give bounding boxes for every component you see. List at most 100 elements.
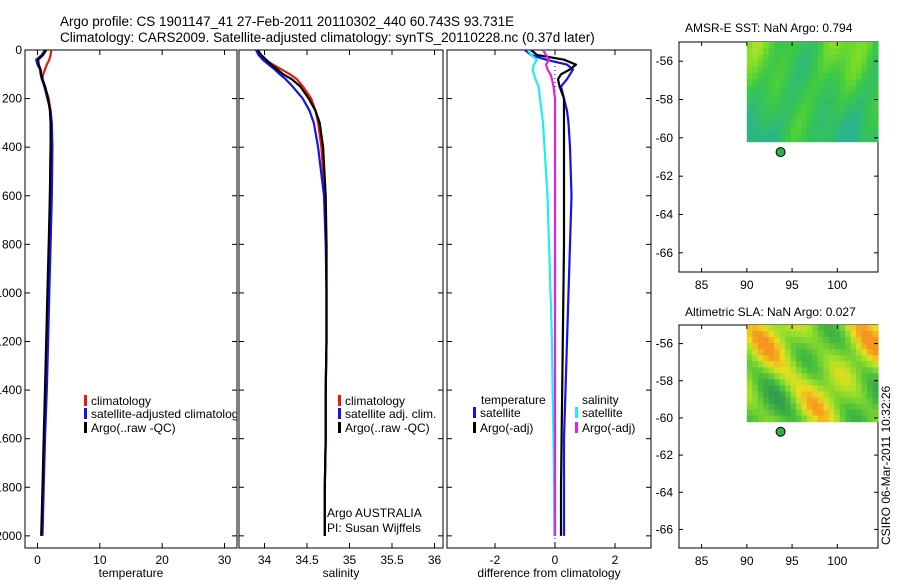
map-cell (785, 409, 792, 417)
map-cell (785, 129, 792, 136)
map-cell (872, 391, 879, 398)
map-cell (774, 415, 781, 423)
map-y-tick-label: -56 (656, 337, 674, 351)
map-cell (845, 129, 852, 136)
map-cell (757, 91, 764, 99)
map-cell (779, 409, 786, 417)
map-cell (746, 325, 753, 332)
map-cell (861, 104, 868, 112)
map-cell (856, 54, 863, 62)
map-cell (807, 110, 814, 118)
map-cell (861, 110, 868, 118)
map-cell (763, 79, 770, 87)
map-cell (839, 391, 846, 398)
map-cell (823, 129, 830, 136)
map-cell (845, 367, 852, 374)
map-cell (801, 110, 808, 118)
map-cell (867, 54, 874, 62)
x-tick-label: 0 (552, 553, 559, 567)
map-cell (850, 337, 857, 344)
map-x-tick-label: 90 (740, 278, 754, 292)
map-cell (774, 391, 781, 398)
map-cell (839, 123, 846, 130)
map-cell (796, 60, 803, 68)
map-cell (850, 135, 857, 143)
map-cell (790, 361, 797, 368)
map-y-tick-label: -60 (656, 411, 674, 425)
legend-entry-sal-argo: Argo(-adj) (582, 421, 635, 435)
map-cell (763, 331, 770, 338)
x-tick-label: 0 (34, 553, 41, 567)
map-cell (757, 98, 764, 105)
map-cell (872, 104, 879, 112)
map-cell (757, 361, 764, 368)
map-cell (828, 129, 835, 136)
legend-entry-temp-argo: Argo(-adj) (480, 421, 533, 435)
map-cell (768, 123, 775, 130)
map-cell (801, 79, 808, 87)
map-cell (746, 73, 753, 80)
map-cell (845, 66, 852, 74)
map-cell (867, 397, 874, 405)
map-cell (774, 42, 781, 49)
y-tick-label: 400 (2, 140, 22, 154)
map-cell (861, 391, 868, 398)
map-cell (823, 355, 830, 362)
map-cell (839, 361, 846, 368)
map-cell (839, 355, 846, 362)
map-field (746, 325, 879, 423)
map-cell (790, 373, 797, 380)
x-tick-label: 10 (93, 553, 107, 567)
map-cell (790, 325, 797, 332)
plot-frame (238, 49, 444, 549)
map-cell (796, 110, 803, 118)
map-cell (779, 60, 786, 68)
map-cell (768, 415, 775, 423)
map-cell (752, 66, 759, 74)
map-cell (856, 409, 863, 417)
map-cell (828, 79, 835, 87)
map-cell (785, 391, 792, 398)
map-cell (834, 379, 841, 386)
map-cell (785, 110, 792, 118)
map-cell (779, 361, 786, 368)
map-cell (790, 73, 797, 80)
map-cell (757, 110, 764, 118)
map-cell (757, 331, 764, 338)
map-cell (779, 129, 786, 136)
map-cell (856, 331, 863, 338)
map-cell (752, 415, 759, 423)
map-cell (872, 66, 879, 74)
map-cell (763, 129, 770, 136)
map-cell (746, 349, 753, 356)
map-cell (834, 385, 841, 392)
map-cell (845, 337, 852, 344)
map-cell (807, 98, 814, 105)
map-cell (752, 123, 759, 130)
map-cell (856, 397, 863, 405)
map-cell (861, 415, 868, 423)
map-cell (779, 135, 786, 143)
map-cell (856, 337, 863, 344)
map-cell (768, 110, 775, 118)
x-tick-label: 34 (258, 553, 272, 567)
map-cell (752, 355, 759, 362)
map-cell (812, 409, 819, 417)
x-tick-label: 30 (218, 553, 232, 567)
map-cell (785, 397, 792, 405)
map-cell (752, 48, 759, 55)
map-cell (828, 116, 835, 124)
map-cell (746, 337, 753, 344)
map-cell (785, 98, 792, 105)
map-cell (850, 60, 857, 68)
map-cell (856, 129, 863, 136)
map-cell (867, 85, 874, 93)
map-cell (752, 135, 759, 143)
map-cell (845, 343, 852, 350)
map-cell (817, 60, 824, 68)
map-cell (867, 104, 874, 112)
map-cell (757, 54, 764, 62)
y-tick-label: 1400 (0, 383, 22, 397)
map-cell (774, 135, 781, 143)
map-cell (774, 66, 781, 74)
